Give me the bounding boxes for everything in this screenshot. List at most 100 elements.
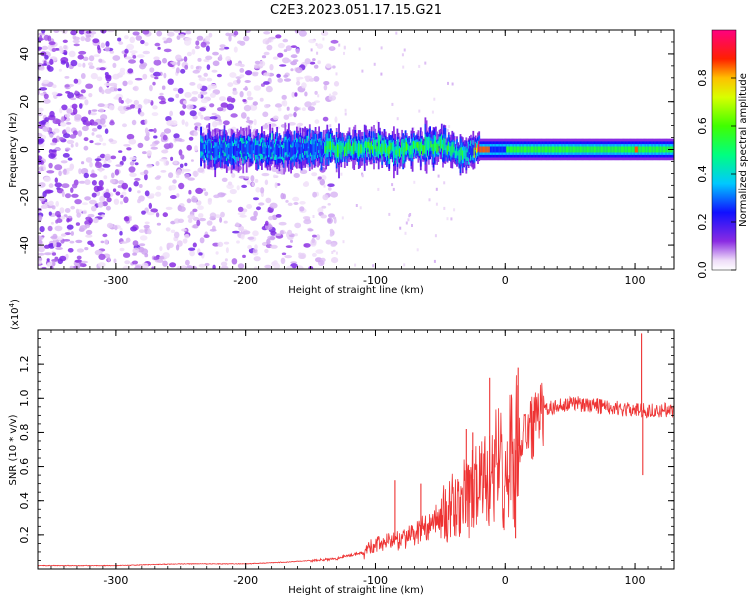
signal-cell (231, 145, 234, 154)
noise-speckle (254, 60, 261, 65)
signal-cell (367, 141, 370, 148)
noise-speckle (55, 200, 59, 207)
signal-cell (304, 143, 306, 151)
noise-speckle (72, 130, 78, 136)
signal-cell (522, 146, 525, 153)
noise-speckle (209, 116, 218, 120)
noise-speckle (273, 174, 277, 179)
noise-speckle (46, 170, 55, 174)
noise-speckle (311, 101, 317, 106)
noise-speckle (64, 232, 71, 236)
signal-cell (640, 146, 643, 153)
signal-cell (204, 142, 207, 151)
noise-speckle (44, 252, 52, 256)
noise-speckle (95, 134, 102, 138)
signal-cell (352, 143, 354, 155)
signal-cell (515, 146, 518, 153)
noise-speckle (354, 263, 357, 267)
signal-cell (240, 141, 242, 151)
noise-speckle (56, 188, 64, 194)
noise-speckle (180, 154, 185, 160)
noise-speckle (106, 222, 114, 229)
noise-speckle (188, 189, 192, 195)
noise-speckle (39, 65, 45, 71)
noise-speckle (314, 90, 318, 95)
noise-speckle (325, 239, 332, 245)
signal-cell (377, 140, 380, 151)
noise-speckle (51, 258, 58, 262)
noise-speckle (79, 103, 83, 109)
signal-cell (583, 146, 586, 153)
noise-speckle (241, 184, 248, 188)
noise-speckle (97, 125, 102, 130)
noise-speckle (73, 36, 80, 41)
noise-speckle (166, 37, 173, 44)
noise-speckle (38, 46, 43, 50)
signal-cell (339, 141, 342, 154)
noise-speckle (437, 174, 440, 178)
noise-speckle (96, 76, 103, 82)
signal-cell (207, 143, 210, 155)
signal-cell (578, 146, 581, 153)
noise-speckle (115, 191, 121, 196)
noise-speckle (99, 168, 103, 173)
noise-speckle (43, 244, 51, 249)
noise-speckle (55, 242, 62, 248)
signal-cell (529, 146, 532, 153)
signal-cell (606, 146, 609, 153)
x-tick-label: -300 (103, 574, 128, 587)
noise-speckle (249, 104, 258, 111)
noise-speckle (52, 84, 57, 89)
noise-speckle (287, 122, 296, 126)
noise-speckle (54, 164, 63, 171)
signal-cell (213, 147, 215, 158)
noise-speckle (246, 204, 253, 209)
signal-cell (647, 146, 650, 153)
noise-speckle (266, 238, 271, 245)
noise-speckle (79, 225, 88, 231)
signal-cell (215, 146, 218, 157)
snr-x-ticks: -300 -200 -100 0 100 (50, 330, 662, 587)
noise-speckle (104, 128, 109, 134)
noise-speckle (59, 107, 63, 114)
signal-cell (389, 142, 392, 152)
noise-speckle (132, 247, 140, 254)
noise-speckle (193, 122, 202, 127)
noise-speckle (246, 116, 250, 121)
signal-cell (457, 151, 459, 156)
noise-speckle (373, 62, 376, 66)
noise-speckle (264, 179, 269, 186)
noise-speckle (124, 260, 131, 265)
noise-speckle (100, 30, 107, 34)
noise-speckle (166, 242, 174, 249)
noise-speckle (75, 142, 79, 148)
noise-speckle (76, 255, 82, 260)
colorbar-tick-label: 0.8 (696, 69, 709, 87)
snr-line (38, 375, 674, 567)
noise-speckle (105, 205, 111, 211)
signal-cell (486, 146, 489, 153)
signal-cell (650, 146, 652, 153)
signal-cell (495, 146, 498, 153)
noise-speckle (162, 260, 168, 267)
noise-speckle (199, 217, 206, 222)
signal-cell (604, 146, 607, 153)
signal-cell (554, 146, 556, 153)
noise-speckle (162, 134, 168, 141)
noise-speckle (175, 54, 182, 61)
signal-cell (487, 146, 490, 153)
noise-speckle (107, 256, 111, 262)
y-tick-label: 0.4 (18, 492, 31, 510)
signal-cell (355, 143, 358, 151)
signal-cell (365, 140, 367, 148)
signal-cell (266, 145, 269, 160)
noise-speckle (80, 36, 86, 42)
signal-cell (570, 146, 573, 153)
noise-speckle (114, 169, 120, 176)
noise-speckle (88, 65, 95, 69)
signal-cell (244, 147, 247, 157)
signal-cell (500, 146, 503, 153)
noise-speckle (194, 145, 198, 152)
spectrogram-y-axis-label: Frequency (Hz) (8, 112, 19, 188)
noise-speckle (137, 142, 144, 148)
